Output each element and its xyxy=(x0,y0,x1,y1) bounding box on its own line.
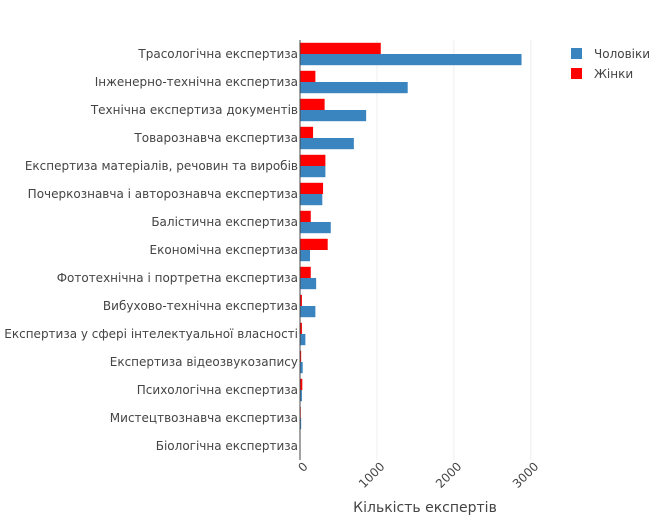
x-axis-title: Кількість експертів xyxy=(353,500,497,516)
legend-label-1[interactable]: Жінки xyxy=(594,67,633,81)
bars xyxy=(300,42,522,458)
bar-men-9 xyxy=(300,306,316,318)
bar-women-7 xyxy=(300,238,328,250)
legend-swatch-0[interactable] xyxy=(571,48,582,59)
category-label-4: Експертиза матеріалів, речовин та виробі… xyxy=(25,159,298,173)
bar-men-12 xyxy=(300,390,302,402)
bar-men-6 xyxy=(300,222,331,234)
x-tick-label-0: 0 xyxy=(295,459,310,474)
bar-men-1 xyxy=(300,82,408,94)
x-tick-label-3: 3000 xyxy=(510,459,541,490)
bar-men-13 xyxy=(300,418,302,430)
category-label-0: Трасологічна експертиза xyxy=(137,47,298,61)
category-label-9: Вибухово-технічна експертиза xyxy=(103,299,298,313)
category-label-2: Технічна експертиза документів xyxy=(90,103,298,117)
bar-men-3 xyxy=(300,138,354,150)
bar-men-8 xyxy=(300,278,317,290)
legend: Чоловіки Жінки xyxy=(571,47,650,81)
bar-men-5 xyxy=(300,194,323,206)
category-label-6: Балістична експертиза xyxy=(151,215,298,229)
bar-women-0 xyxy=(300,42,381,54)
category-label-8: Фототехнічна і портретна експертиза xyxy=(57,271,298,285)
bar-women-12 xyxy=(300,378,303,390)
bar-men-2 xyxy=(300,110,367,122)
bar-women-1 xyxy=(300,70,316,82)
bar-women-3 xyxy=(300,126,314,138)
bar-men-10 xyxy=(300,334,306,346)
x-tick-labels: 0 1000 2000 3000 xyxy=(295,459,541,490)
bar-women-5 xyxy=(300,182,324,194)
category-label-3: Товарознавча експертиза xyxy=(133,131,298,145)
legend-label-0[interactable]: Чоловіки xyxy=(594,47,650,61)
bar-women-9 xyxy=(300,294,302,306)
x-tick-label-2: 2000 xyxy=(433,459,464,490)
category-labels: Трасологічна експертиза Інженерно-технічн… xyxy=(4,47,298,453)
category-label-14: Біологічна експертиза xyxy=(156,439,298,453)
category-label-12: Психологічна експертиза xyxy=(137,383,298,397)
bar-women-2 xyxy=(300,98,325,110)
category-label-11: Експертиза відеозвукозапису xyxy=(110,355,298,369)
category-label-13: Мистецтвознавча експертиза xyxy=(110,411,298,425)
bar-men-0 xyxy=(300,54,522,66)
legend-swatch-1[interactable] xyxy=(571,68,582,79)
category-label-1: Інженерно-технічна експертиза xyxy=(95,75,298,89)
category-label-10: Експертиза у сфері інтелектуальної власн… xyxy=(4,327,298,341)
bar-women-6 xyxy=(300,210,311,222)
bar-women-8 xyxy=(300,266,311,278)
bar-men-4 xyxy=(300,166,326,178)
x-tick-label-1: 1000 xyxy=(356,459,387,490)
grid-lines xyxy=(376,40,532,460)
bar-women-11 xyxy=(300,350,302,362)
bar-women-10 xyxy=(300,322,302,334)
bar-men-7 xyxy=(300,250,310,262)
bar-women-4 xyxy=(300,154,326,166)
bar-men-11 xyxy=(300,362,303,374)
category-label-7: Економічна експертиза xyxy=(150,243,298,257)
category-label-5: Почеркознавча і авторознавча експертиза xyxy=(28,187,298,201)
